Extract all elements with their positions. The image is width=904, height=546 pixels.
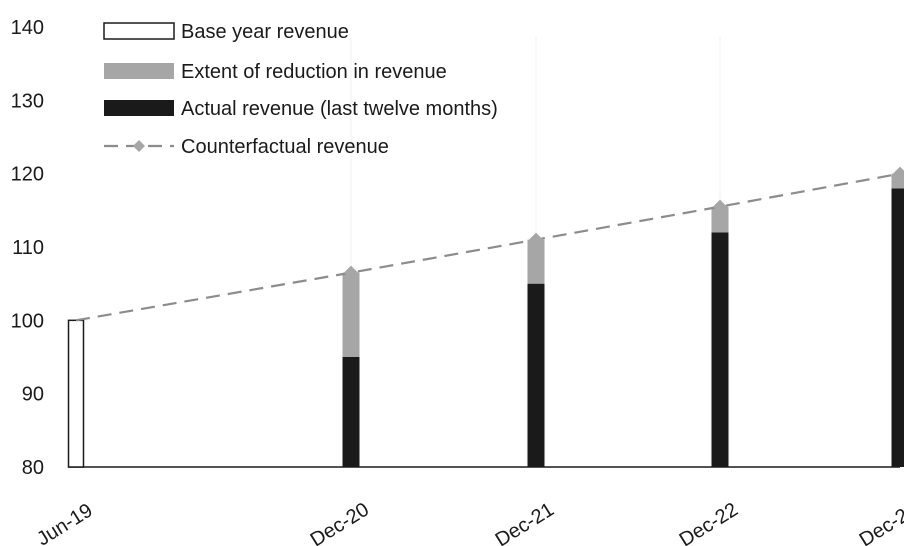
bar-actual-dec-22 xyxy=(711,232,729,467)
y-tick-label-140: 140 xyxy=(11,17,44,39)
legend-label-counterfactual: Counterfactual revenue xyxy=(181,136,389,158)
x-tick-label-dec-20: Dec-20 xyxy=(307,498,373,546)
y-tick-label-80: 80 xyxy=(22,457,44,479)
y-tick-label-130: 130 xyxy=(11,90,44,112)
legend-label-reduction: Extent of reduction in revenue xyxy=(181,61,447,83)
bar-reduction-dec-20 xyxy=(342,272,360,357)
legend-swatch-reduction xyxy=(104,63,174,79)
legend: Base year revenue Extent of reduction in … xyxy=(103,21,498,158)
counterfactual-point-dec-20 xyxy=(344,265,358,280)
legend-label-actual: Actual revenue (last twelve months) xyxy=(181,98,498,120)
legend-label-base: Base year revenue xyxy=(181,21,349,43)
bar-actual-dec-21 xyxy=(527,283,545,467)
bar-reduction-dec-22 xyxy=(711,206,729,233)
legend-swatch-actual xyxy=(104,100,174,116)
bar-actual-dec-20 xyxy=(342,357,360,467)
y-tick-label-90: 90 xyxy=(22,384,44,406)
counterfactual-line xyxy=(75,166,904,322)
counterfactual-line-path xyxy=(75,172,901,322)
x-tick-label-dec-21: Dec-21 xyxy=(492,498,558,546)
x-tick-label-jun-19: Jun-19 xyxy=(33,499,97,546)
y-tick-label-110: 110 xyxy=(12,237,44,259)
counterfactual-point-dec-23 xyxy=(893,166,904,181)
y-tick-label-120: 120 xyxy=(11,164,44,186)
x-tick-label-dec-23: Dec-23 xyxy=(856,498,904,546)
legend-marker-counterfactual xyxy=(133,140,145,152)
counterfactual-point-dec-22 xyxy=(713,199,727,214)
legend-swatch-base xyxy=(103,22,175,40)
bar-reduction-dec-21 xyxy=(527,239,545,284)
bar-base-jun-19 xyxy=(67,319,85,468)
bar-actual-dec-23 xyxy=(891,188,904,468)
bars xyxy=(67,173,904,468)
x-tick-label-dec-22: Dec-22 xyxy=(676,498,742,546)
counterfactual-point-dec-21 xyxy=(529,232,543,247)
y-tick-label-100: 100 xyxy=(11,310,44,332)
